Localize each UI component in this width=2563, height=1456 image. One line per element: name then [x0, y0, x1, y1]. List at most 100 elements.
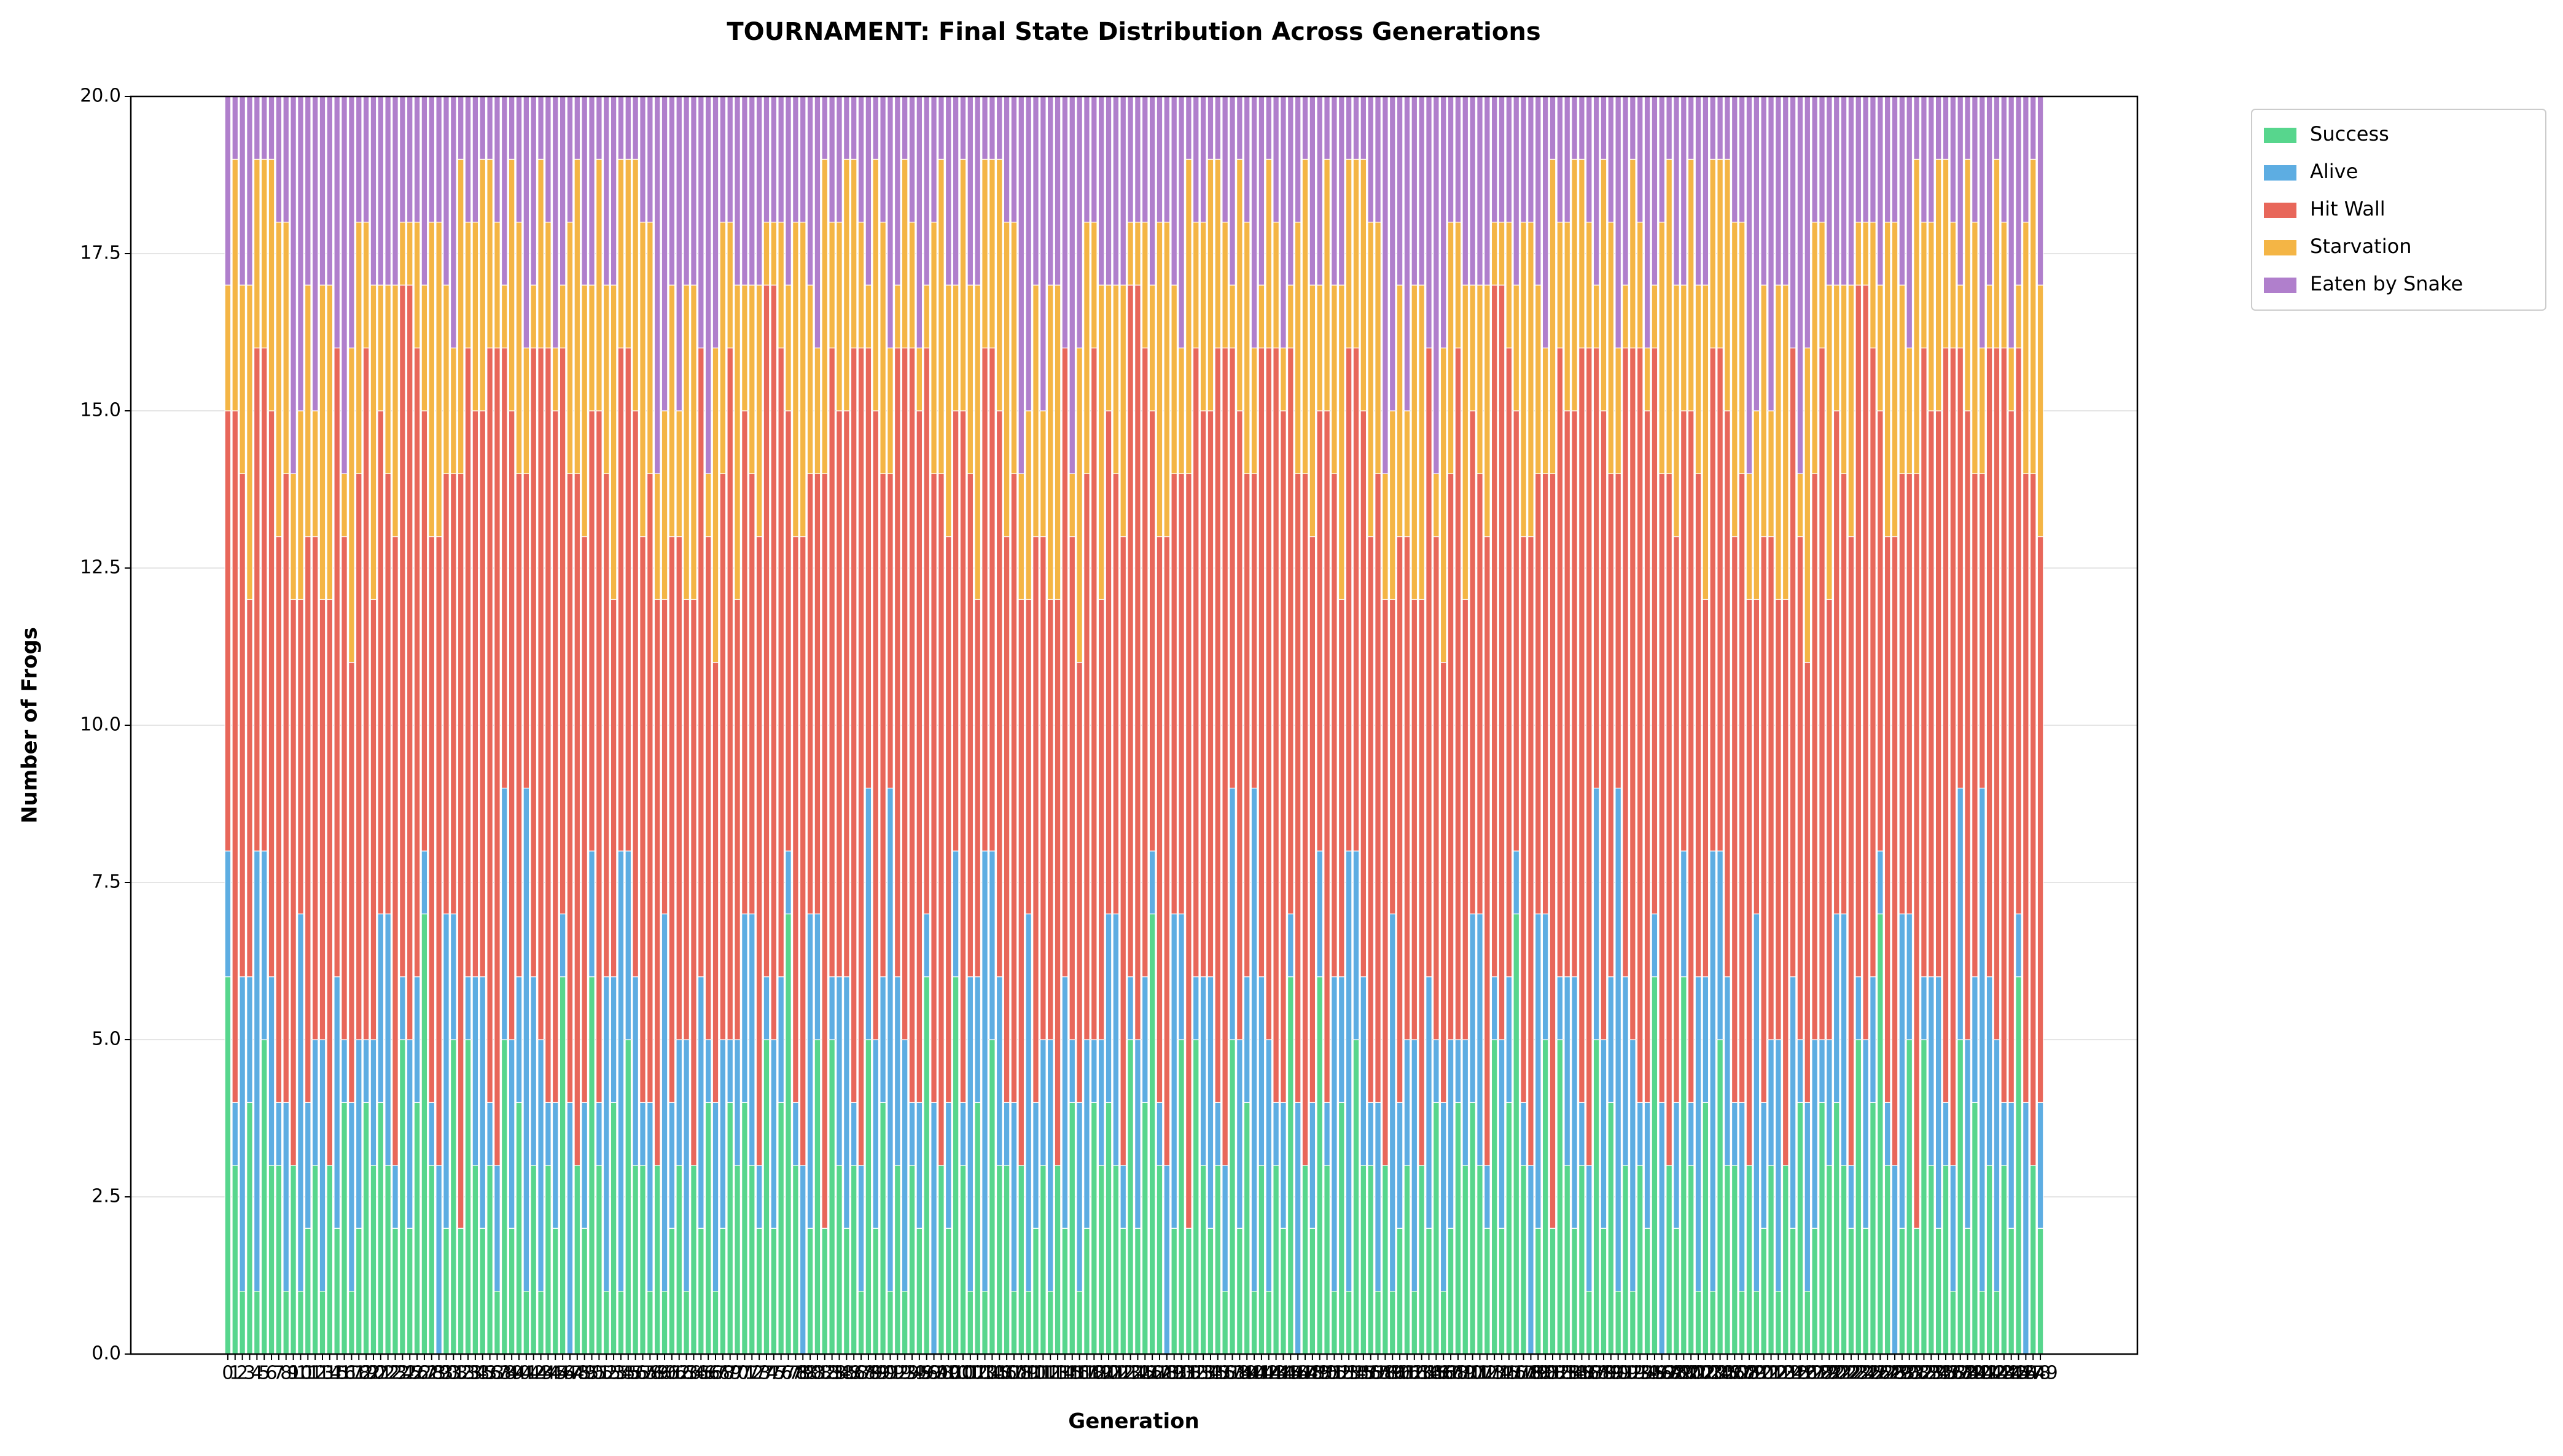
bar-segment [1324, 1102, 1330, 1166]
bar-segment [1345, 96, 1352, 160]
x-tick-label: 167 [1426, 1363, 1461, 1384]
bar-segment [836, 222, 843, 411]
bar-segment [232, 410, 239, 1104]
bar-segment [719, 1039, 727, 1229]
x-tick-label: 247 [2008, 1363, 2043, 1384]
bar-segment [377, 1102, 384, 1355]
bar-segment [1178, 96, 1185, 349]
bar-segment [559, 284, 566, 349]
bar-segment [1717, 347, 1723, 852]
bar-segment [224, 96, 232, 286]
bar-segment [1462, 599, 1469, 1040]
bar-segment [1433, 96, 1440, 475]
bar-segment [1578, 1165, 1585, 1355]
bar-segment [1156, 222, 1163, 537]
bar-segment [1607, 1102, 1615, 1355]
bar-segment [1243, 96, 1250, 223]
bar-segment [2029, 1165, 2037, 1355]
x-tick-label: 134 [1185, 1363, 1220, 1384]
bar-segment [1680, 410, 1687, 852]
bar-segment [508, 96, 515, 160]
x-tick-label: 78 [784, 1363, 807, 1384]
bar-segment [1949, 347, 1957, 1166]
bar-segment [406, 284, 413, 1040]
bar-segment [625, 96, 632, 160]
legend-label: Eaten by Snake [2310, 272, 2463, 295]
bar-segment [1324, 158, 1330, 411]
x-tick-label: 225 [1848, 1363, 1883, 1384]
bar-segment [1884, 222, 1891, 537]
bar-segment [806, 1228, 814, 1355]
bar-segment [239, 96, 246, 286]
bar-segment [1840, 96, 1847, 286]
bar-segment [974, 599, 981, 978]
bar-segment [239, 1291, 246, 1355]
bar-segment [755, 96, 763, 286]
bar-segment [1927, 1165, 1935, 1355]
bar-segment [268, 1165, 275, 1355]
bar-segment [1345, 158, 1352, 349]
bar-segment [1687, 1165, 1695, 1355]
bar-segment [1833, 284, 1840, 411]
bar-segment [952, 410, 959, 852]
bar-segment [610, 96, 617, 286]
x-tick-label: 197 [1644, 1363, 1679, 1384]
bar-segment [1003, 96, 1010, 223]
bar-segment [1972, 96, 1978, 223]
bar-segment [1585, 1291, 1593, 1355]
bar-segment [559, 913, 566, 978]
x-tick-label: 157 [1353, 1363, 1388, 1384]
bar-segment [1367, 1102, 1375, 1166]
legend-label: Success [2310, 122, 2389, 146]
x-tick-label: 11 [296, 1363, 319, 1384]
x-tick-label: 35 [471, 1363, 494, 1384]
x-tick-label: 18 [347, 1363, 370, 1384]
bar-segment [755, 1165, 763, 1229]
bar-segment [836, 410, 843, 978]
bar-segment [778, 347, 785, 978]
bar-segment [1680, 96, 1687, 286]
bar-segment [1040, 96, 1047, 411]
bar-segment [246, 599, 253, 978]
bar-segment [559, 96, 566, 286]
x-tick-label: 169 [1440, 1363, 1475, 1384]
bar-segment [1957, 787, 1964, 1040]
bar-segment [283, 1291, 290, 1355]
bar-segment [1935, 976, 1942, 1229]
bar-segment [850, 96, 857, 160]
bar-segment [1891, 1165, 1898, 1355]
bar-segment [1171, 284, 1178, 475]
x-tick-label: 212 [1754, 1363, 1789, 1384]
bar-segment [1032, 536, 1039, 1103]
bar-segment [1585, 96, 1593, 223]
x-tick-label: 195 [1629, 1363, 1664, 1384]
x-tick-label: 92 [886, 1363, 909, 1384]
bar-segment [1454, 96, 1462, 223]
bar-segment [246, 976, 253, 1103]
bar-segment [1025, 1291, 1032, 1355]
x-tick-label: 31 [442, 1363, 465, 1384]
bar-segment [1469, 96, 1476, 286]
bar-segment [1250, 473, 1258, 789]
x-tick-label: 41 [515, 1363, 538, 1384]
bar-segment [1280, 1102, 1287, 1229]
bar-segment [1833, 1102, 1840, 1355]
bar-segment [355, 1228, 362, 1355]
bar-segment [508, 158, 515, 411]
bar-segment [1134, 1228, 1141, 1355]
bar-segment [697, 96, 704, 349]
bar-segment [1447, 1228, 1454, 1355]
x-tick-label: 226 [1855, 1363, 1890, 1384]
x-tick-label: 97 [922, 1363, 945, 1384]
bar-segment [778, 222, 785, 349]
x-tick-label: 233 [1906, 1363, 1941, 1384]
bar-segment [588, 851, 595, 978]
bar-segment [1418, 599, 1425, 1166]
bar-segment [413, 222, 421, 349]
bar-segment [1171, 1228, 1178, 1355]
x-tick-label: 209 [1731, 1363, 1766, 1384]
bar-segment [1564, 976, 1571, 1166]
bar-segment [1520, 536, 1527, 1103]
bar-segment [413, 96, 421, 223]
bar-segment [1855, 284, 1862, 978]
